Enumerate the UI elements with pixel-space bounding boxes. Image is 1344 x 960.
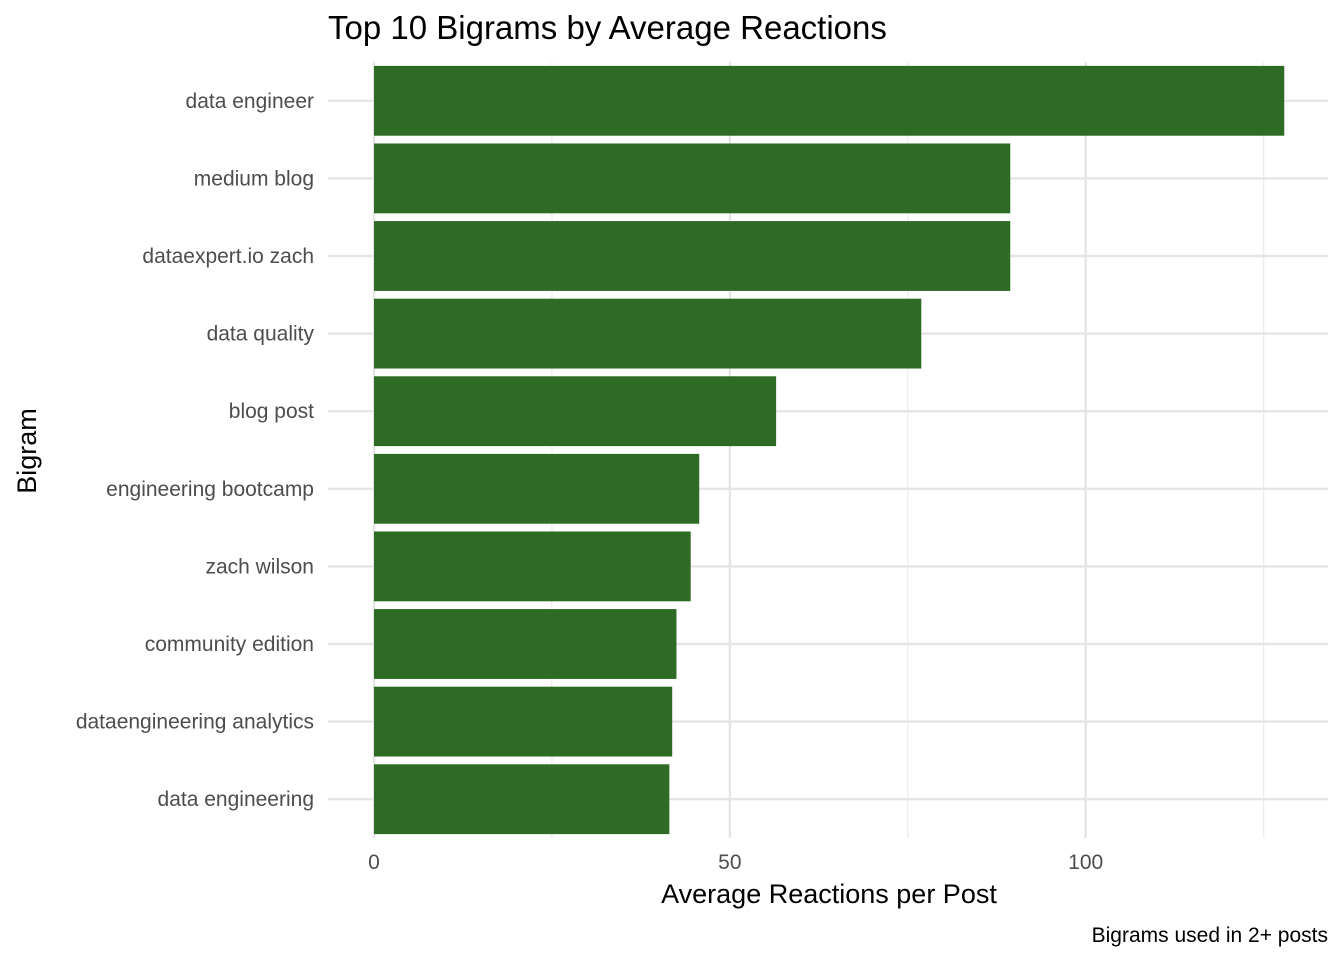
bar-dataengineering-analytics [374, 686, 673, 757]
y-axis-title: Bigram [12, 408, 42, 494]
y-tick-label: data engineering [158, 788, 314, 811]
x-tick-label: 100 [1068, 851, 1103, 874]
bar-dataexpert-io-zach [374, 221, 1011, 291]
bar-blog-post [374, 376, 777, 447]
y-tick-label: blog post [229, 400, 314, 423]
x-tick-labels: 0 50 100 [368, 851, 1103, 874]
x-tick-label: 0 [368, 851, 380, 874]
bars-group [374, 65, 1285, 835]
x-tick-label: 50 [718, 851, 741, 874]
chart-caption: Bigrams used in 2+ posts [1092, 924, 1328, 947]
x-axis-title: Average Reactions per Post [661, 879, 997, 909]
bar-data-engineer [374, 65, 1285, 136]
bar-zach-wilson [374, 531, 691, 602]
y-tick-labels: data engineer medium blog dataexpert.io za… [76, 90, 315, 811]
chart-title: Top 10 Bigrams by Average Reactions [328, 9, 887, 46]
bar-data-engineering [374, 764, 670, 835]
y-tick-label: dataengineering analytics [76, 711, 314, 734]
y-tick-label: community edition [145, 633, 314, 656]
y-tick-label: engineering bootcamp [106, 478, 314, 501]
bar-data-quality [374, 298, 922, 369]
y-tick-label: data engineer [186, 90, 314, 113]
y-tick-label: data quality [207, 323, 315, 346]
bar-community-edition [374, 609, 677, 679]
bar-medium-blog [374, 143, 1011, 214]
y-tick-label: dataexpert.io zach [142, 245, 314, 268]
y-tick-label: medium blog [194, 167, 314, 190]
y-tick-label: zach wilson [205, 555, 314, 578]
bar-engineering-bootcamp [374, 453, 700, 524]
